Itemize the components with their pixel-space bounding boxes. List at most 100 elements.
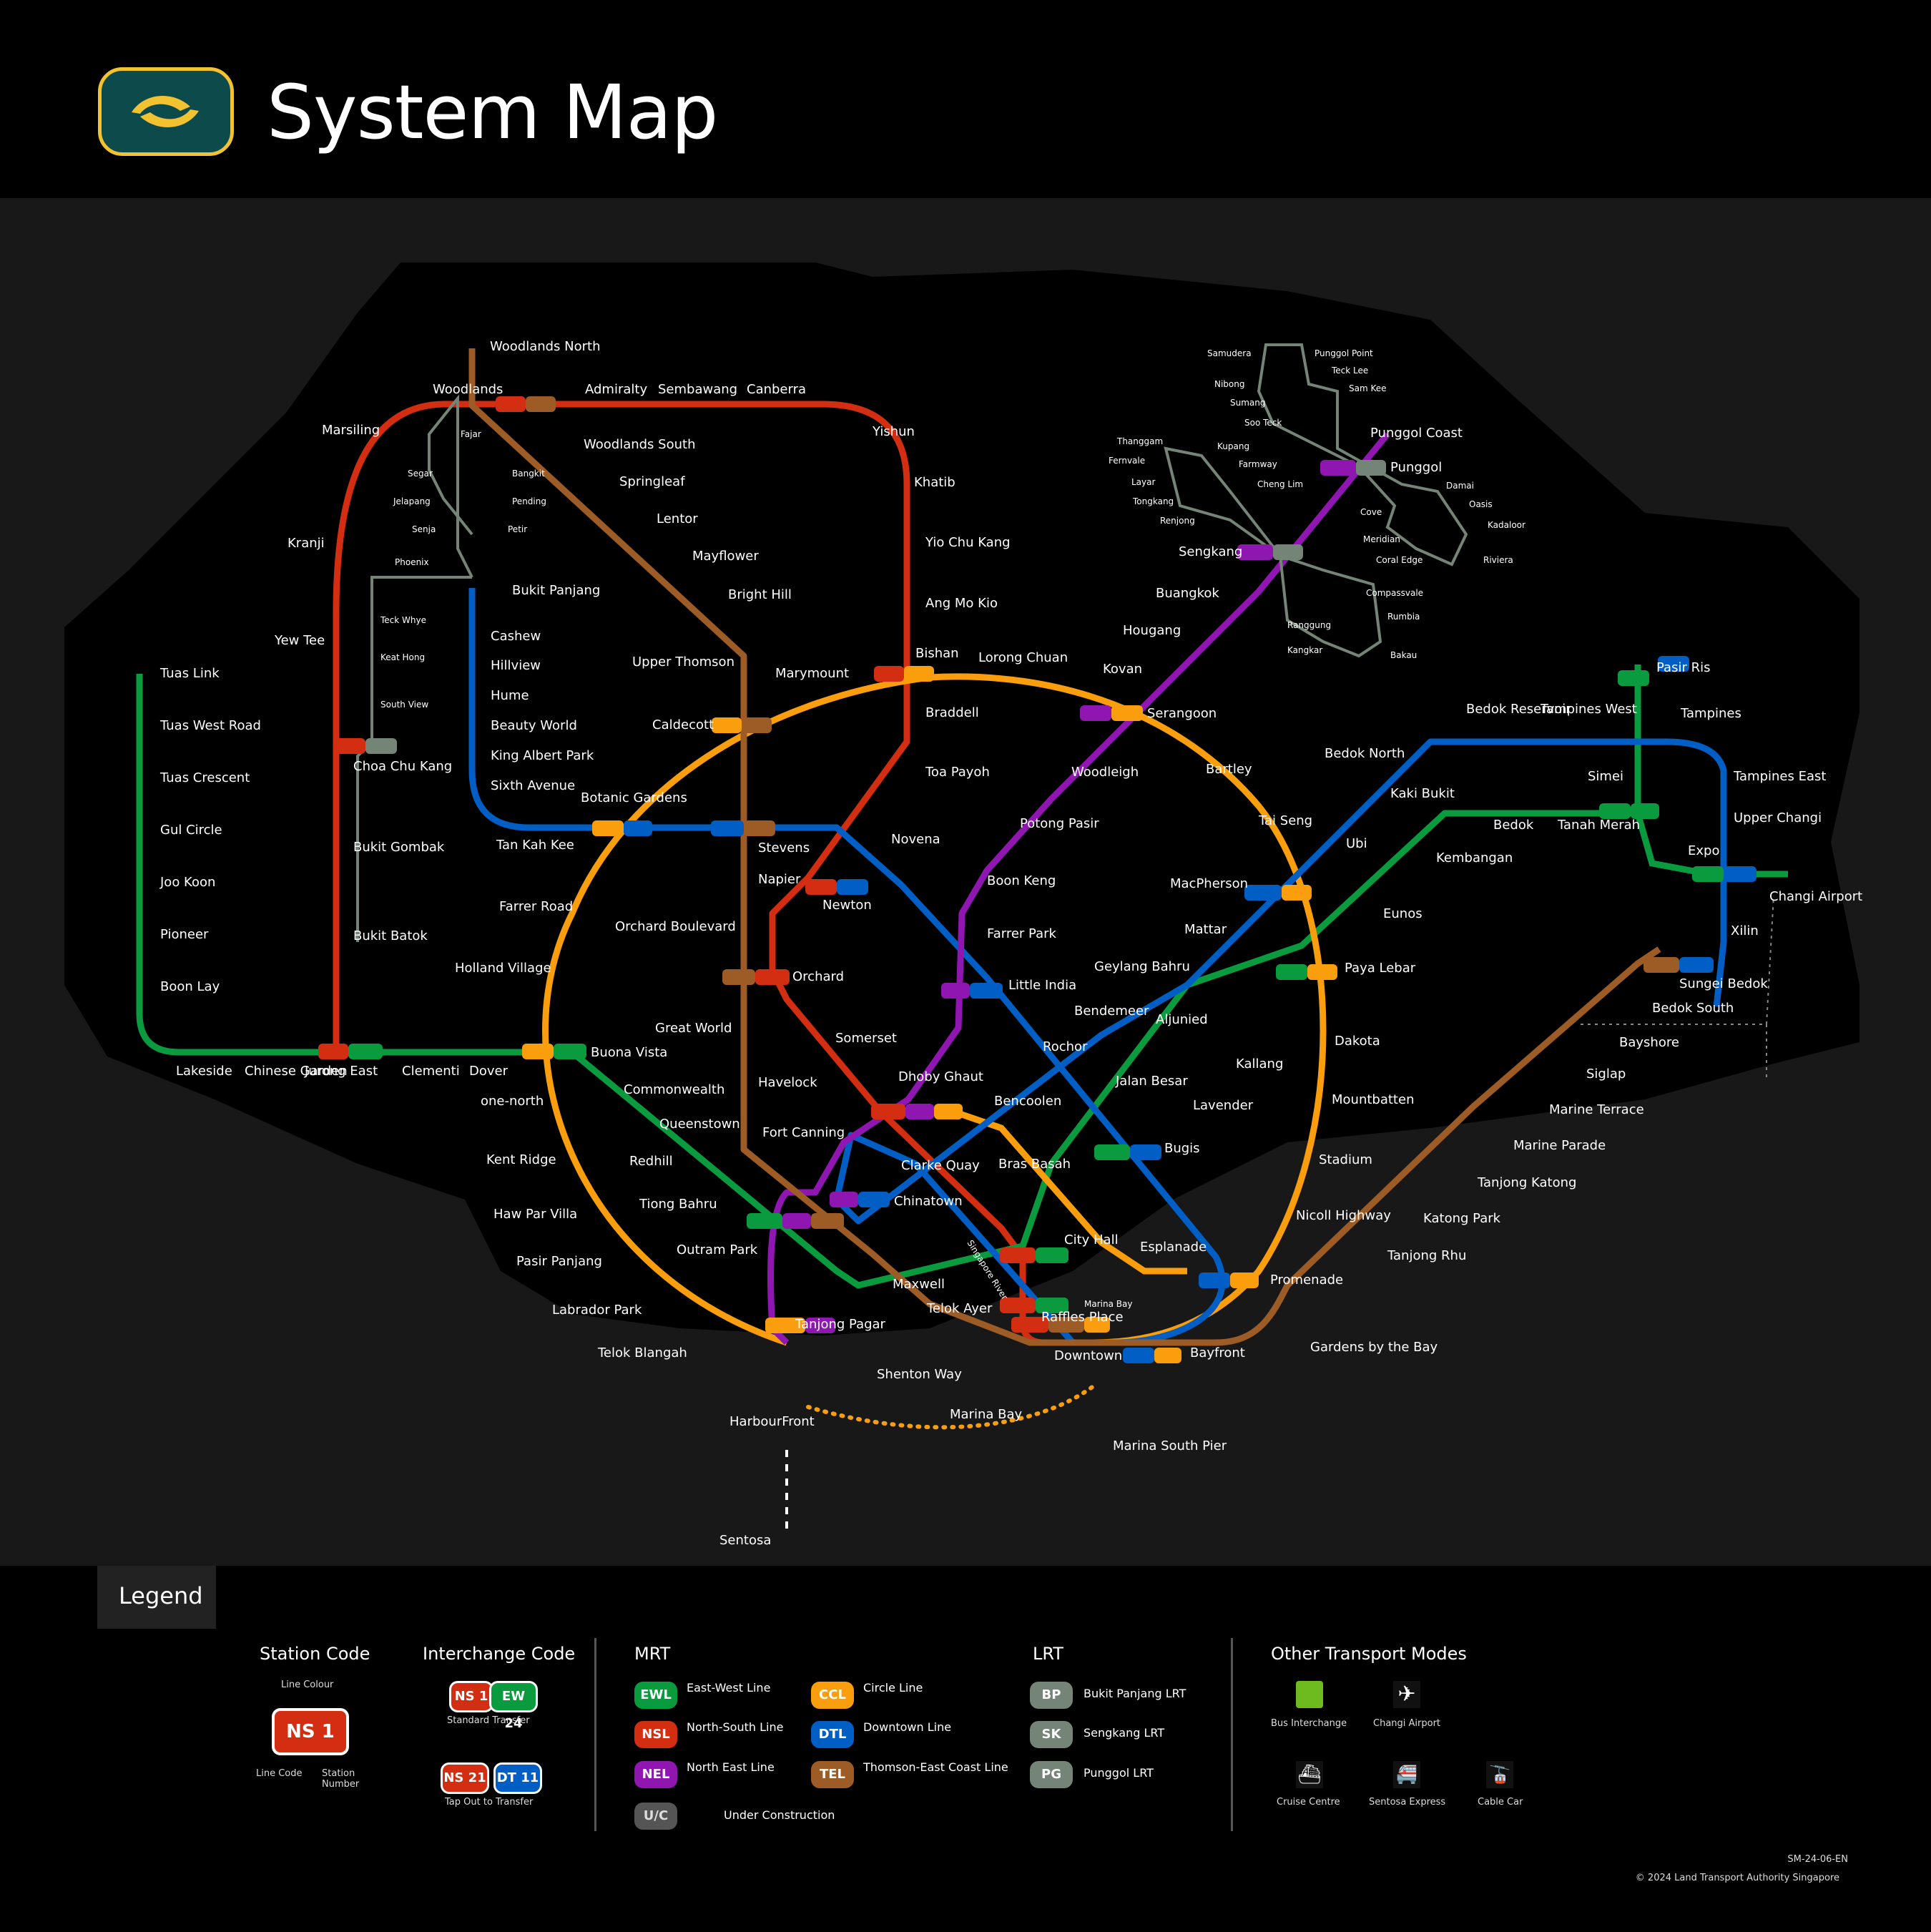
ns22-code [755,969,790,985]
future-dotted-line [806,1383,1096,1430]
label-ranggung: Ranggung [1287,620,1331,630]
label-outram-park: Outram Park [677,1242,758,1257]
label-esplanade: Esplanade [1140,1240,1207,1255]
label-samudera: Samudera [1207,348,1252,358]
cc22-code [522,1044,554,1059]
ce2-code [1084,1317,1110,1333]
label-hougang: Hougang [1123,623,1181,638]
label-punggol: Punggol [1390,460,1442,475]
label-bedok-north: Bedok North [1325,746,1405,761]
label-sembawang: Sembawang [658,382,737,397]
legend-bus-interchange: Bus Interchange [1271,1718,1347,1729]
station-codes [318,396,1756,1363]
label-canberra: Canberra [747,382,806,397]
label-oasis: Oasis [1469,499,1493,509]
label-tanah-merah: Tanah Merah [1557,818,1640,833]
label-lorong-chuan: Lorong Chuan [978,650,1068,665]
label-tai-seng: Tai Seng [1258,813,1312,828]
legend-ewl-name: East-West Line [687,1681,771,1695]
label-chinatown: Chinatown [894,1194,963,1209]
label-tampines-west: Tampines West [1540,702,1637,717]
map-canvas: Woodlands North Woodlands Admiralty Semb… [64,263,1862,1548]
ptc-code [1356,460,1386,476]
label-petir: Petir [508,524,527,534]
cable-car-icon: 🚡 [1486,1761,1513,1788]
label-punggol-coast: Punggol Coast [1370,426,1463,441]
label-city-hall: City Hall [1064,1232,1119,1247]
legend-sk-name: Sengkang LRT [1084,1726,1165,1740]
label-gardens-by-the-bay: Gardens by the Bay [1310,1340,1438,1355]
legend-ccl-pill: CCL [811,1682,854,1709]
ns21-code [805,879,837,895]
label-braddell: Braddell [925,705,979,720]
footer-map-code: SM-24-06-EN [1787,1854,1848,1865]
dt11-code [837,879,868,895]
label-redhill: Redhill [629,1154,673,1169]
label-potong-pasir: Potong Pasir [1020,816,1099,831]
island-shape [64,263,1859,1335]
label-hume: Hume [491,688,529,703]
label-serangoon: Serangoon [1147,706,1217,721]
label-bukit-panjang: Bukit Panjang [512,583,600,598]
label-boon-lay: Boon Lay [160,979,220,994]
label-buangkok: Buangkok [1156,586,1219,601]
label-mountbatten: Mountbatten [1332,1092,1414,1107]
label-labrador-park: Labrador Park [552,1303,642,1318]
legend-pg-name: Punggol LRT [1084,1766,1154,1780]
label-farrer-road: Farrer Road [499,899,573,914]
te11-code [744,820,775,836]
label-xilin: Xilin [1731,923,1759,938]
dt37-code [1679,957,1714,973]
label-pasir-ris: Pasir Ris [1656,660,1710,675]
label-hillview: Hillview [491,658,541,673]
cc10-code [1282,885,1312,901]
label-marine-terrace: Marine Terrace [1549,1102,1644,1117]
label-bedok-reservoir: Bedok Reservoir [1466,702,1571,717]
label-lakeside: Lakeside [176,1064,232,1079]
label-tuas-link: Tuas Link [159,666,220,681]
label-compassvale: Compassvale [1366,588,1423,598]
sklrt-line [1164,446,1382,658]
label-eunos: Eunos [1383,906,1423,921]
label-tuas-crescent: Tuas Crescent [159,770,250,785]
legend-tel-name: Thomson-East Coast Line [863,1760,1008,1774]
ew14-code [1036,1298,1068,1313]
label-dakota: Dakota [1335,1034,1380,1049]
legend-separator-1 [594,1638,596,1831]
legend-tap-a: NS 21 [441,1762,489,1794]
label-pending: Pending [512,496,546,506]
label-farmway: Farmway [1239,459,1277,469]
label-king-albert-park: King Albert Park [491,748,594,763]
legend-ccl-name: Circle Line [863,1681,923,1695]
ns26-code [1000,1298,1036,1313]
legend-tel-pill: TEL [811,1761,854,1788]
station-labels: Woodlands North Woodlands Admiralty Semb… [159,339,1862,1548]
label-queenstown: Queenstown [659,1117,740,1132]
legend-changi-airport: Changi Airport [1373,1718,1441,1729]
ew2-code [1618,670,1649,686]
label-rochor: Rochor [1043,1039,1088,1054]
label-clarke-quay: Clarke Quay [901,1158,980,1173]
legend-uc-pill: U/C [634,1803,677,1830]
ce1-code [1154,1348,1181,1363]
cc1-code [934,1104,963,1119]
label-rumbia: Rumbia [1387,612,1420,622]
legend-ewl-pill: EWL [634,1682,677,1709]
legend-std-a: NS 1 [449,1681,493,1712]
legend-tab[interactable] [97,1566,216,1629]
legend-nsl-pill: NSL [634,1721,677,1748]
label-kaki-bukit: Kaki Bukit [1390,786,1455,801]
page-title: System Map [267,69,718,156]
dt16-code [1123,1348,1154,1363]
label-bendemeer: Bendemeer [1074,1004,1149,1019]
legend-interchange-heading: Interchange Code [423,1644,576,1664]
label-bishan: Bishan [915,646,959,661]
legend-line-code: Line Code [256,1768,303,1779]
legend-tap-b: DT 11 [493,1762,542,1794]
ewl-line [136,665,1641,1289]
bus-interchange-icon [1296,1681,1323,1708]
legend-line-colour: Line Colour [281,1680,334,1690]
legend-cable-car: Cable Car [1478,1797,1523,1808]
label-south-view: South View [380,700,428,710]
label-napier: Napier [758,872,801,887]
